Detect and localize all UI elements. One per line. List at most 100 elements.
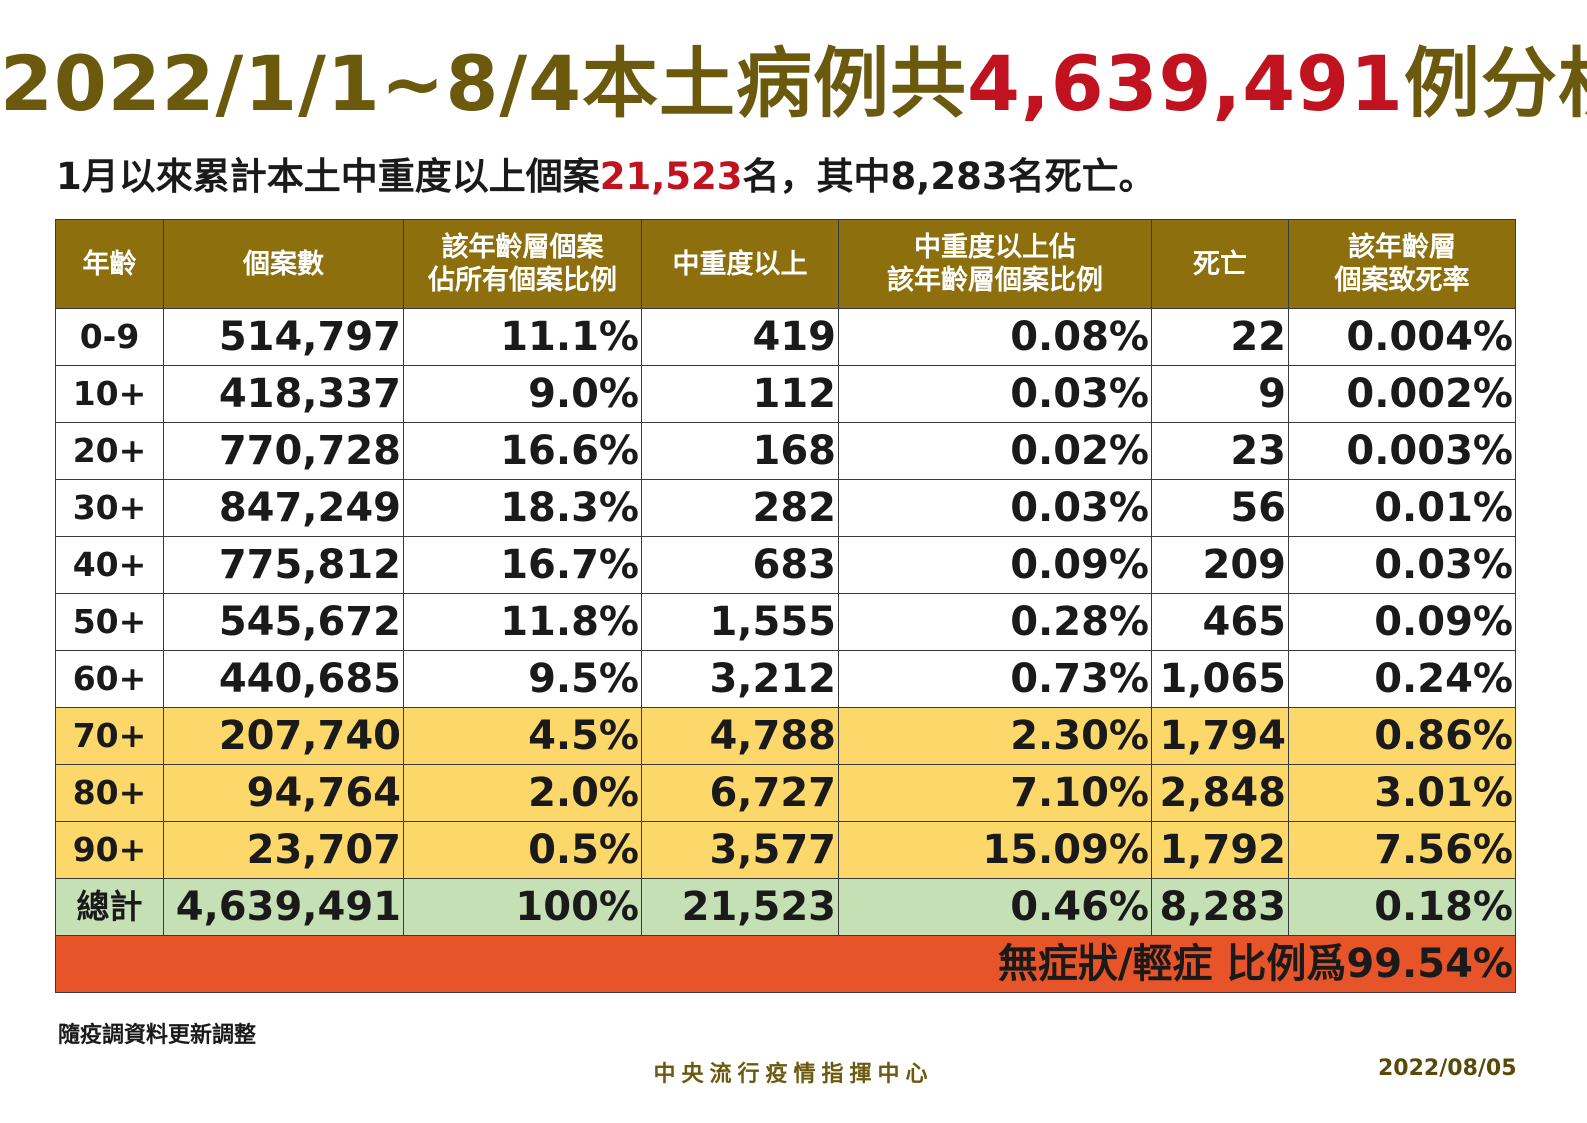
table-row: 20+ 770,728 16.6% 168 0.02% 23 0.003%: [55, 422, 1516, 480]
data-note: 隨疫調資料更新調整: [58, 1023, 257, 1048]
column-header-line: 中重度以上: [672, 248, 808, 280]
table-cell: 545,672: [163, 593, 404, 651]
column-header-line: 死亡: [1193, 248, 1247, 280]
table-cell: 0.5%: [403, 821, 642, 879]
table-cell: 0.003%: [1288, 422, 1516, 480]
table-row: 50+ 545,672 11.8% 1,555 0.28% 465 0.09%: [55, 593, 1516, 651]
title-prefix: 2022/1/1~8/4本土病例共: [0, 39, 967, 128]
footer-organization: 中央流行疫情指揮中心: [653, 1062, 934, 1087]
table-cell: 4,788: [641, 707, 839, 765]
table-cell: 15.09%: [838, 821, 1152, 879]
table-row: 70+ 207,740 4.5% 4,788 2.30% 1,794 0.86%: [55, 707, 1516, 765]
table-cell: 683: [641, 536, 839, 594]
table-cell: 23,707: [163, 821, 404, 879]
column-header: 中重度以上佔 該年齡層個案比例: [838, 219, 1152, 309]
table-cell: 1,794: [1151, 707, 1289, 765]
table-cell: 418,337: [163, 365, 404, 423]
table-cell: 3,577: [641, 821, 839, 879]
table-cell: 11.8%: [403, 593, 642, 651]
table-cell: 0.02%: [838, 422, 1152, 480]
footer-date: 2022/08/05: [1378, 1056, 1517, 1081]
title-suffix: 例分析: [1403, 39, 1587, 128]
age-group-cell: 0-9: [55, 308, 164, 366]
age-group-cell: 90+: [55, 821, 164, 879]
table-cell: 0.18%: [1288, 878, 1516, 936]
age-group-cell: 20+: [55, 422, 164, 480]
table-body: 0-9 514,797 11.1% 419 0.08% 22 0.004% 10+ 418,33…: [55, 308, 1516, 993]
column-header-line: 該年齡層個案: [441, 232, 604, 263]
table-cell: 112: [641, 365, 839, 423]
table-cell: 9: [1151, 365, 1289, 423]
table-cell: 770,728: [163, 422, 404, 480]
table-cell: 419: [641, 308, 839, 366]
table-cell: 0.03%: [838, 365, 1152, 423]
table-cell: 16.7%: [403, 536, 642, 594]
table-cell: 56: [1151, 479, 1289, 537]
table-row: 0-9 514,797 11.1% 419 0.08% 22 0.004%: [55, 308, 1516, 366]
table-row: 80+ 94,764 2.0% 6,727 7.10% 2,848 3.01%: [55, 764, 1516, 822]
table-cell: 21,523: [641, 878, 839, 936]
table-cell: 2.30%: [838, 707, 1152, 765]
page-subtitle: 1月以來累計本土中重度以上個案21,523名，其中8,283名死亡。: [56, 146, 1156, 200]
column-header-line: 佔所有個案比例: [428, 265, 617, 296]
table-cell: 22: [1151, 308, 1289, 366]
table-cell: 3,212: [641, 650, 839, 708]
table-cell: 1,792: [1151, 821, 1289, 879]
column-header: 個案數: [163, 219, 404, 309]
subtitle-highlight-count: 21,523: [599, 155, 743, 198]
table-header-row: 年齡 個案數 該年齡層個案 佔所有個案比例 中重度以上 中重度以上佔 該年齡層個案比例 死亡該…: [55, 219, 1516, 309]
table-cell: 9.0%: [403, 365, 642, 423]
age-analysis-table: 年齡 個案數 該年齡層個案 佔所有個案比例 中重度以上 中重度以上佔 該年齡層個案比例 死亡該…: [55, 219, 1516, 993]
table-cell: 1,065: [1151, 650, 1289, 708]
table-cell: 0.09%: [1288, 593, 1516, 651]
age-group-cell: 10+: [55, 365, 164, 423]
table-row: 40+ 775,812 16.7% 683 0.09% 209 0.03%: [55, 536, 1516, 594]
summary-banner-row: 無症狀/輕症 比例爲99.54%: [55, 935, 1516, 993]
column-header-line: 中重度以上佔: [914, 232, 1076, 263]
table-cell: 775,812: [163, 536, 404, 594]
column-header: 該年齡層個案 佔所有個案比例: [403, 219, 642, 309]
age-group-cell: 30+: [55, 479, 164, 537]
table-cell: 100%: [403, 878, 642, 936]
age-group-cell: 80+: [55, 764, 164, 822]
table-cell: 11.1%: [403, 308, 642, 366]
age-group-cell: 總計: [55, 878, 164, 936]
table-cell: 0.86%: [1288, 707, 1516, 765]
table-cell: 514,797: [163, 308, 404, 366]
page-title: 2022/1/1~8/4本土病例共4,639,491例分析: [0, 22, 1587, 132]
column-header: 死亡: [1151, 219, 1289, 309]
table-cell: 465: [1151, 593, 1289, 651]
table-cell: 0.28%: [838, 593, 1152, 651]
table-cell: 9.5%: [403, 650, 642, 708]
column-header: 該年齡層 個案致死率: [1288, 219, 1516, 309]
table-cell: 0.46%: [838, 878, 1152, 936]
table-cell: 7.56%: [1288, 821, 1516, 879]
table-cell: 0.73%: [838, 650, 1152, 708]
table-cell: 0.09%: [838, 536, 1152, 594]
table-cell: 0.24%: [1288, 650, 1516, 708]
table-cell: 440,685: [163, 650, 404, 708]
column-header-line: 年齡: [82, 248, 137, 280]
column-header: 年齡: [55, 219, 164, 309]
table-cell: 4.5%: [403, 707, 642, 765]
table-cell: 1,555: [641, 593, 839, 651]
table-row: 10+ 418,337 9.0% 112 0.03% 9 0.002%: [55, 365, 1516, 423]
table-row: 60+ 440,685 9.5% 3,212 0.73% 1,065 0.24%: [55, 650, 1516, 708]
column-header-line: 個案數: [243, 248, 324, 280]
table-cell: 23: [1151, 422, 1289, 480]
age-group-cell: 70+: [55, 707, 164, 765]
table-row: 90+ 23,707 0.5% 3,577 15.09% 1,792 7.56%: [55, 821, 1516, 879]
table-cell: 7.10%: [838, 764, 1152, 822]
title-highlight-count: 4,639,491: [967, 39, 1404, 128]
table-cell: 207,740: [163, 707, 404, 765]
table-cell: 18.3%: [403, 479, 642, 537]
age-group-cell: 60+: [55, 650, 164, 708]
age-group-cell: 40+: [55, 536, 164, 594]
total-row: 總計 4,639,491 100% 21,523 0.46% 8,283 0.18%: [55, 878, 1516, 936]
table-cell: 2,848: [1151, 764, 1289, 822]
column-header: 中重度以上: [641, 219, 839, 309]
column-header-line: 該年齡層: [1348, 232, 1456, 263]
summary-banner: 無症狀/輕症 比例爲99.54%: [55, 935, 1516, 993]
table-cell: 209: [1151, 536, 1289, 594]
table-cell: 0.03%: [1288, 536, 1516, 594]
